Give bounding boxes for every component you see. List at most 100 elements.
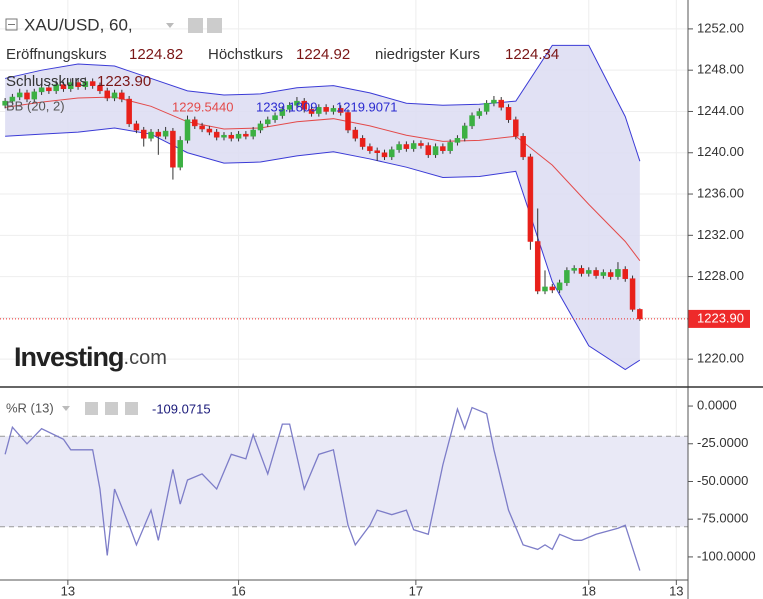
candle-body	[505, 107, 512, 120]
candle-body	[593, 270, 599, 276]
candle-body	[469, 115, 475, 127]
candle-body	[279, 109, 286, 116]
candle-body	[104, 90, 110, 99]
candle-body	[586, 270, 592, 274]
ohlc-label: Schlusskurs	[6, 73, 87, 90]
candle-body	[162, 130, 169, 137]
candle-body	[97, 85, 103, 92]
candle-body	[257, 123, 264, 131]
candle-body	[571, 268, 577, 271]
candle-body	[38, 87, 45, 93]
candle-body	[250, 129, 256, 137]
chart-title: XAU/USD, 60,	[24, 15, 133, 34]
candle-body	[184, 119, 191, 141]
y-tick-label: 1236.00	[697, 185, 744, 200]
candle-body	[542, 286, 548, 292]
ohlc-label: Eröffnungskurs	[6, 46, 107, 63]
y-tick-label: 1232.00	[697, 227, 744, 242]
indicator-label: BB (20, 2)	[6, 98, 65, 113]
ohlc-value: 1224.82	[129, 46, 183, 63]
candle-body	[2, 100, 8, 106]
band-line	[5, 127, 641, 371]
candle-body	[46, 87, 52, 92]
candle-body	[213, 131, 220, 138]
collapse-icon[interactable]	[5, 18, 18, 31]
candle-body	[498, 99, 504, 108]
last-price-label: 1223.90	[697, 310, 744, 325]
x-tick-label: 17	[409, 583, 423, 598]
dropdown-icon[interactable]	[166, 23, 174, 28]
y-tick-label: 0.0000	[697, 397, 737, 412]
candle-body	[476, 111, 483, 116]
candle-body	[615, 269, 621, 277]
candle-body	[389, 149, 395, 158]
candle-body	[60, 84, 67, 90]
watermark: Investing.com	[14, 342, 167, 372]
y-tick-label: -75.0000	[697, 511, 748, 526]
ohlc-value: 1224.34	[505, 46, 559, 63]
y-tick-label: 1240.00	[697, 144, 744, 159]
dropdown-icon[interactable]	[62, 406, 70, 411]
x-tick-label: 16	[231, 583, 245, 598]
candle-body	[564, 270, 570, 284]
candle-body	[374, 150, 380, 153]
candle-body	[330, 108, 337, 112]
y-tick-label: -50.0000	[697, 473, 748, 488]
band-fill	[5, 45, 640, 370]
price-pane	[0, 0, 688, 386]
settings-icon[interactable]	[207, 18, 222, 33]
ohlc-value: 1224.92	[296, 46, 350, 63]
candle-body	[461, 125, 468, 139]
candle-body	[235, 133, 242, 139]
y-tick-label: -100.0000	[697, 548, 756, 563]
settings-icon[interactable]	[85, 402, 98, 415]
candle-body	[82, 81, 89, 87]
y-tick-label: 1248.00	[697, 62, 744, 77]
x-tick-label: 13	[61, 583, 75, 598]
candle-body	[622, 269, 629, 279]
candle-body	[513, 119, 519, 137]
settings-icon[interactable]	[125, 402, 138, 415]
ohlc-info: Schlusskurs 1223.90	[6, 73, 151, 90]
settings-icon[interactable]	[105, 402, 118, 415]
candle-body	[111, 92, 118, 99]
candle-body	[352, 129, 359, 139]
indicator-pane	[0, 389, 688, 580]
candle-body	[337, 108, 344, 113]
candle-body	[578, 268, 585, 274]
candle-body	[483, 102, 490, 112]
candle-body	[31, 91, 38, 100]
candle-body	[418, 143, 424, 146]
y-tick-label: 1244.00	[697, 103, 744, 118]
candle-body	[301, 100, 307, 110]
candle-body	[425, 145, 432, 156]
settings-icon[interactable]	[188, 18, 203, 33]
band-line	[4, 44, 641, 162]
candle-body	[89, 81, 96, 86]
candle-body	[16, 92, 23, 98]
ohlc-value: 1223.90	[97, 73, 151, 90]
ohlc-label: Höchstkurs	[208, 46, 283, 63]
candle-body	[286, 105, 293, 110]
candle-body	[206, 128, 213, 133]
candle-body	[367, 146, 373, 151]
level-fill	[0, 436, 688, 527]
candle-body	[637, 309, 643, 320]
indicator-label: %R (13)	[6, 400, 54, 415]
y-tick-label: -25.0000	[697, 435, 748, 450]
last-price-box	[688, 309, 750, 328]
candle-body	[316, 107, 322, 114]
indicator-line	[4, 406, 641, 571]
candle-body	[629, 278, 636, 310]
candle-body	[148, 131, 154, 139]
candle-body	[126, 98, 132, 125]
candle-body	[9, 96, 16, 102]
candle-body	[228, 134, 235, 139]
candle-body	[265, 119, 271, 125]
candle-body	[600, 272, 607, 276]
candle-body	[24, 92, 30, 100]
x-tick-label: 18	[582, 583, 596, 598]
candle-body	[396, 144, 402, 150]
candle-body	[520, 135, 526, 158]
candle-body	[549, 286, 556, 291]
